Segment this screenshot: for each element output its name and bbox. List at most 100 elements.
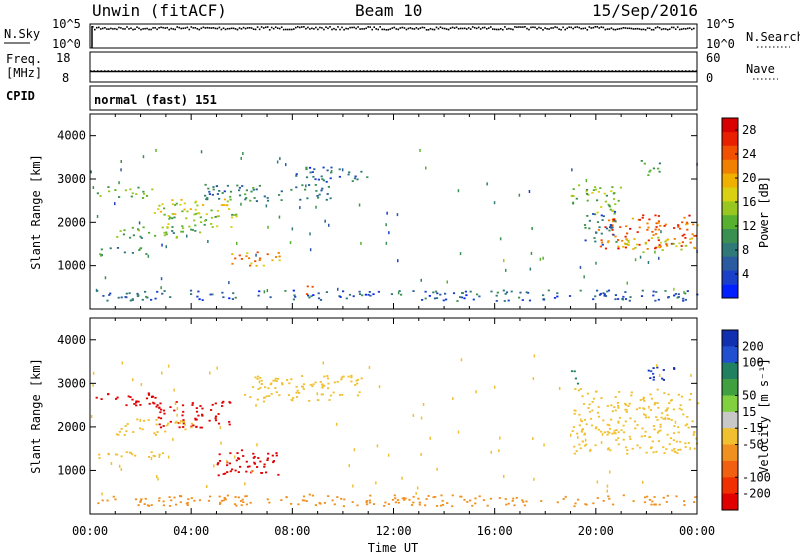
heatmap-cell — [226, 494, 229, 497]
nsky-point — [425, 29, 428, 31]
heatmap-cell — [658, 162, 661, 165]
heatmap-cell — [616, 402, 619, 404]
heatmap-cell — [121, 361, 123, 365]
colorbar-segment — [722, 411, 738, 429]
heatmap-cell — [147, 456, 151, 458]
heatmap-cell — [274, 377, 277, 380]
heatmap-cell — [503, 259, 505, 263]
heatmap-cell — [648, 436, 651, 438]
nsky-point — [100, 28, 102, 30]
nsky-point — [250, 27, 253, 29]
heatmap-cell — [693, 430, 696, 433]
heatmap-cell — [183, 208, 186, 211]
heatmap-cell — [609, 225, 613, 227]
heatmap-cell — [391, 498, 395, 501]
nsky-point — [268, 29, 271, 31]
heatmap-cell — [150, 298, 153, 301]
heatmap-cell — [96, 192, 99, 195]
heatmap-cell — [592, 298, 595, 301]
heatmap-cell — [222, 499, 225, 502]
nsky-point — [662, 28, 665, 30]
heatmap-cell — [518, 193, 521, 197]
heatmap-cell — [258, 380, 261, 384]
heatmap-cell — [417, 497, 420, 500]
heatmap-cell — [642, 396, 645, 399]
nsky-point — [411, 27, 414, 30]
nsky-point — [361, 28, 363, 30]
heatmap-cell — [253, 461, 256, 464]
nsky-point — [584, 27, 587, 29]
heatmap-cell — [622, 438, 625, 441]
heatmap-cell — [167, 215, 170, 217]
heatmap-cell — [229, 195, 232, 198]
heatmap-cell — [664, 290, 667, 292]
heatmap-cell — [643, 162, 646, 165]
heatmap-cell — [617, 298, 620, 300]
heatmap-cell — [301, 375, 304, 377]
heatmap-cell — [657, 228, 660, 231]
heatmap-cell — [95, 288, 98, 292]
nsky-point — [152, 27, 154, 29]
heatmap-cell — [694, 496, 697, 498]
heatmap-cell — [136, 418, 139, 421]
heatmap-cell — [664, 409, 667, 412]
heatmap-cell — [502, 289, 505, 292]
heatmap-cell — [129, 236, 132, 239]
heatmap-cell — [317, 292, 320, 295]
heatmap-cell — [246, 465, 250, 468]
heatmap-cell — [658, 503, 661, 506]
heatmap-cell — [257, 375, 260, 378]
nsky-point — [156, 28, 158, 31]
nsky-point — [546, 28, 548, 30]
nsky-point — [385, 29, 388, 31]
heatmap-cell — [571, 194, 574, 197]
heatmap-cell — [433, 297, 437, 300]
heatmap-cell — [168, 496, 171, 498]
nsky-point — [303, 26, 305, 28]
heatmap-cell — [179, 495, 182, 497]
heatmap-cell — [244, 393, 247, 396]
heatmap-cell — [120, 296, 123, 299]
heatmap-cell — [155, 419, 158, 421]
heatmap-cell — [378, 385, 381, 389]
heatmap-cell — [164, 430, 167, 433]
heatmap-cell — [275, 380, 278, 382]
heatmap-cell — [596, 480, 599, 484]
heatmap-cell — [333, 503, 336, 506]
heatmap-cell — [240, 258, 243, 260]
heatmap-cell — [211, 226, 214, 228]
heatmap-cell — [613, 210, 617, 213]
heatmap-cell — [163, 290, 166, 292]
heatmap-cell — [175, 202, 178, 205]
nsky-point — [120, 27, 122, 29]
heatmap-cell — [652, 367, 655, 369]
heatmap-cell — [158, 453, 161, 456]
heatmap-cell — [259, 386, 262, 389]
heatmap-cell — [412, 290, 415, 292]
heatmap-cell — [156, 290, 159, 293]
heatmap-cell — [666, 238, 670, 241]
heatmap-cell — [155, 148, 157, 152]
heatmap-cell — [638, 243, 641, 246]
heatmap-cell — [356, 394, 360, 397]
heatmap-cell — [608, 427, 612, 430]
nsky-point — [628, 27, 631, 30]
heatmap-cell — [645, 451, 648, 454]
heatmap-cell — [318, 193, 321, 196]
heatmap-cell — [574, 377, 577, 380]
heatmap-cell — [358, 293, 362, 295]
heatmap-cell — [675, 245, 678, 248]
heatmap-cell — [98, 457, 101, 459]
heatmap-cell — [631, 217, 634, 220]
heatmap-cell — [145, 397, 149, 400]
heatmap-cell — [249, 264, 252, 267]
heatmap-cell — [608, 219, 611, 222]
heatmap-cell — [305, 166, 308, 169]
nsky-point — [333, 27, 335, 30]
heatmap-cell — [457, 189, 460, 193]
heatmap-cell — [190, 426, 193, 429]
colorbar-segment — [722, 270, 738, 285]
heatmap-cell — [291, 227, 294, 231]
heatmap-cell — [622, 295, 625, 298]
nsky-point — [144, 27, 146, 30]
